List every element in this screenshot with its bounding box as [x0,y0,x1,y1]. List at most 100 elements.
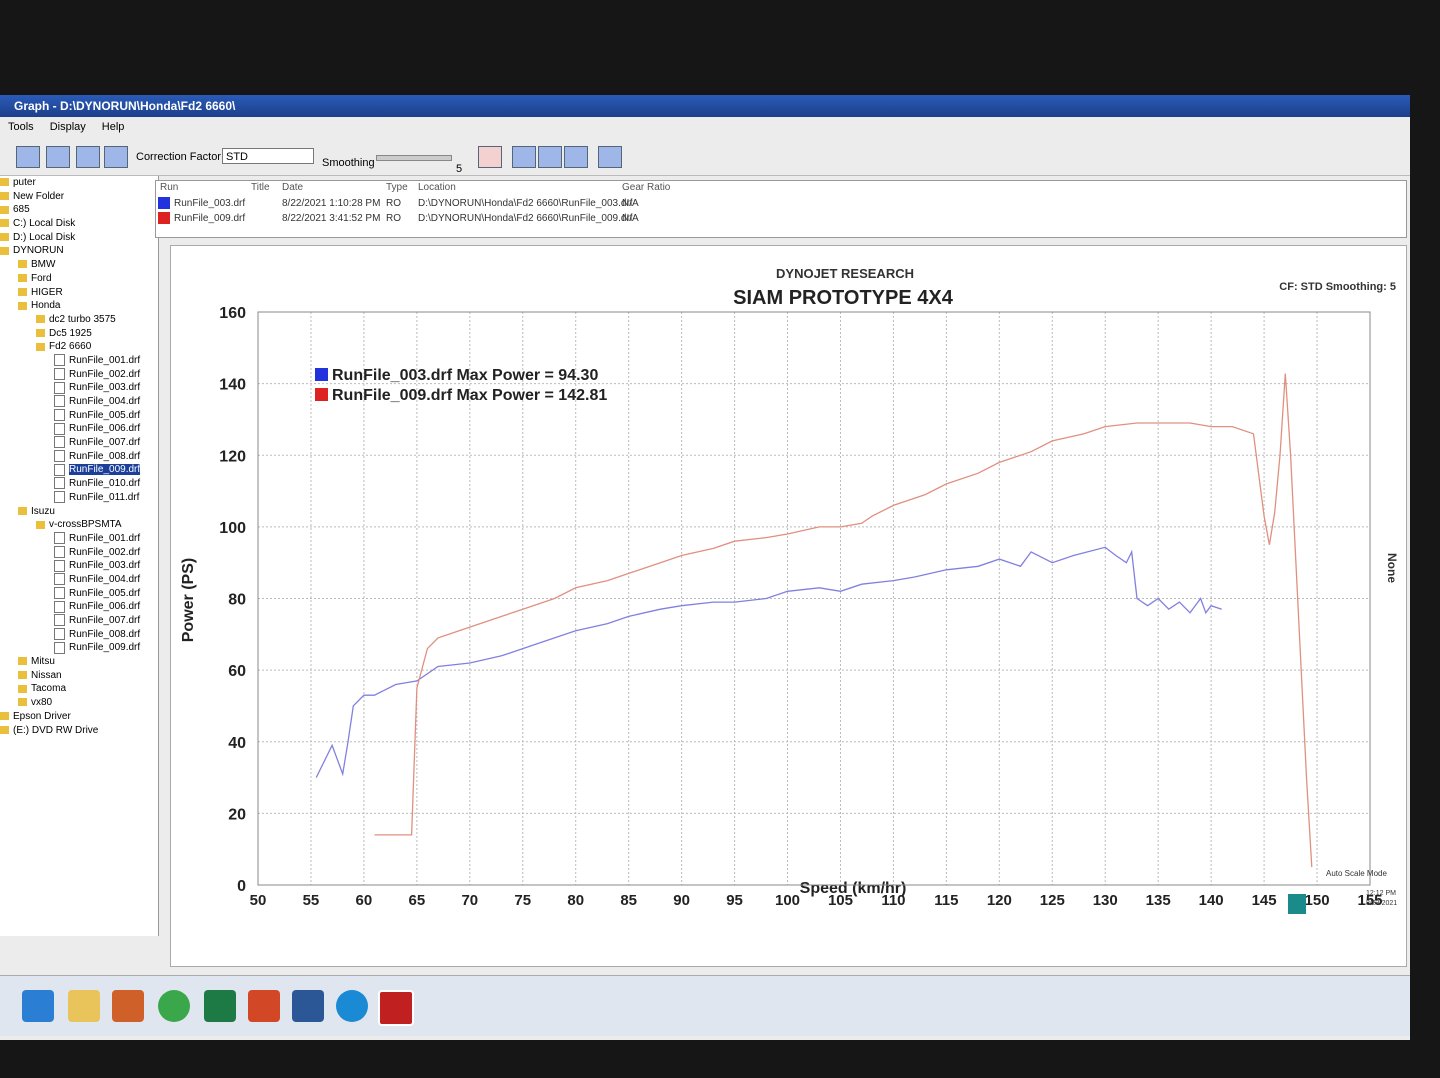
menu-item[interactable]: Display [49,121,86,133]
tree-node[interactable]: RunFile_004.drf [0,395,158,409]
tree-node[interactable]: (E:) DVD RW Drive [0,724,158,738]
tree-node[interactable]: D:) Local Disk [0,231,158,245]
tree-label: (E:) DVD RW Drive [13,724,99,736]
tree-label: Honda [31,300,61,312]
tree-node[interactable]: RunFile_010.drf [0,477,158,491]
tree-icon [54,586,65,599]
tree-node[interactable]: RunFile_007.drf [0,614,158,628]
tree-label: HIGER [31,286,63,298]
tool-button[interactable] [104,146,128,168]
tree-node[interactable]: Dc5 1925 [0,327,158,341]
tool-button[interactable] [598,146,622,168]
tree-icon [36,520,45,529]
app-icon[interactable] [112,990,144,1022]
status-mode: Auto Scale Mode [1326,869,1387,878]
tree-node[interactable]: DYNORUN [0,244,158,258]
tree-icon [0,712,9,721]
tree-node[interactable]: RunFile_006.drf [0,600,158,614]
tree-label: Dc5 1925 [49,327,92,339]
tree-label: puter [13,177,36,188]
tree-node[interactable]: RunFile_002.drf [0,545,158,560]
clock-date: 8/23/2021 [1366,900,1398,907]
run-cell: 8/22/2021 1:10:28 PM [282,198,381,209]
tree-node[interactable]: Epson Driver [0,710,158,724]
tool-button[interactable] [564,146,588,168]
tree-icon [18,698,27,707]
tree-icon [18,260,27,269]
tree-node[interactable]: RunFile_008.drf [0,450,158,464]
app-icon[interactable] [378,990,414,1026]
tool-button[interactable] [16,146,40,168]
tree-icon [54,381,65,394]
x-tick-label: 145 [1252,892,1277,909]
tree-label: RunFile_002.drf [69,546,141,558]
tree-node[interactable]: Tacoma [0,682,158,696]
app-icon[interactable] [68,990,100,1022]
window-title: Graph - D:\DYNORUN\Honda\Fd2 6660\ [0,95,1410,117]
tree-node[interactable]: RunFile_007.drf [0,436,158,450]
tree-node[interactable]: v-crossBPSMTA [0,518,158,532]
app-icon[interactable] [336,990,368,1022]
y-tick-label: 0 [237,878,246,895]
tree-node[interactable]: puter [0,176,158,190]
y-tick-label: 160 [219,305,246,322]
x-tick-label: 110 [881,892,905,909]
tree-node[interactable]: RunFile_011.drf [0,491,158,505]
tree-label: RunFile_003.drf [69,560,141,572]
tree-node[interactable]: RunFile_005.drf [0,586,158,601]
tree-node[interactable]: Isuzu [0,505,158,519]
app-icon[interactable] [22,990,54,1022]
tree-node[interactable]: RunFile_009.drf [0,463,158,477]
tree-node[interactable]: RunFile_005.drf [0,409,158,423]
tray-icon[interactable] [1288,894,1306,914]
column-header: Type [386,182,408,193]
tree-node[interactable]: RunFile_009.drf [0,641,158,655]
tree-node[interactable]: RunFile_001.drf [0,532,158,546]
tree-node[interactable]: RunFile_004.drf [0,573,158,587]
x-tick-label: 65 [409,892,426,909]
tool-button[interactable] [46,146,70,168]
tree-node[interactable]: RunFile_003.drf [0,559,158,573]
tool-button[interactable] [76,146,100,168]
tree-node[interactable]: Honda [0,299,158,313]
tree-node[interactable]: dc2 turbo 3575 [0,313,158,327]
tree-node[interactable]: RunFile_006.drf [0,422,158,436]
app-icon[interactable] [248,990,280,1022]
smoothing-slider[interactable] [376,155,452,161]
tree-node[interactable]: Ford [0,272,158,286]
tree-node[interactable]: RunFile_002.drf [0,367,158,382]
x-tick-label: 125 [1040,892,1065,909]
tool-button[interactable] [478,146,502,168]
tree-node[interactable]: New Folder [0,190,158,204]
tree-node[interactable]: Fd2 6660 [0,340,158,354]
correction-factor-select[interactable]: STD [222,148,314,164]
tree-node[interactable]: RunFile_008.drf [0,628,158,642]
tree-label: RunFile_004.drf [69,573,141,585]
tree-node[interactable]: BMW [0,258,158,272]
menu-item[interactable]: Help [101,121,125,133]
tree-node[interactable]: HIGER [0,286,158,300]
toolbar: Correction Factor STD Smoothing 5 [0,137,1410,176]
data-line [315,546,1222,778]
tree-node[interactable]: 685 [0,203,158,217]
tree-node[interactable]: Nissan [0,669,158,683]
app-icon[interactable] [158,990,190,1022]
menu-item[interactable]: Tools [8,121,34,133]
run-table: Run Title Date Type Location Gear Ratio RunFil… [155,180,1407,238]
tree-icon [54,422,65,435]
app-icon[interactable] [292,990,324,1022]
tree-label: RunFile_009.drf [69,464,141,476]
tree-node[interactable]: Mitsu [0,655,158,669]
tree-icon [54,436,65,449]
run-cell: RO [386,198,401,209]
tree-label: RunFile_005.drf [69,409,141,421]
tool-button[interactable] [538,146,562,168]
tool-button[interactable] [512,146,536,168]
tree-node[interactable]: RunFile_003.drf [0,381,158,395]
tree-node[interactable]: vx80 [0,696,158,710]
app-icon[interactable] [204,990,236,1022]
tree-node[interactable]: C:) Local Disk [0,217,158,231]
tree-node[interactable]: RunFile_001.drf [0,354,158,368]
tree-icon [0,219,9,228]
